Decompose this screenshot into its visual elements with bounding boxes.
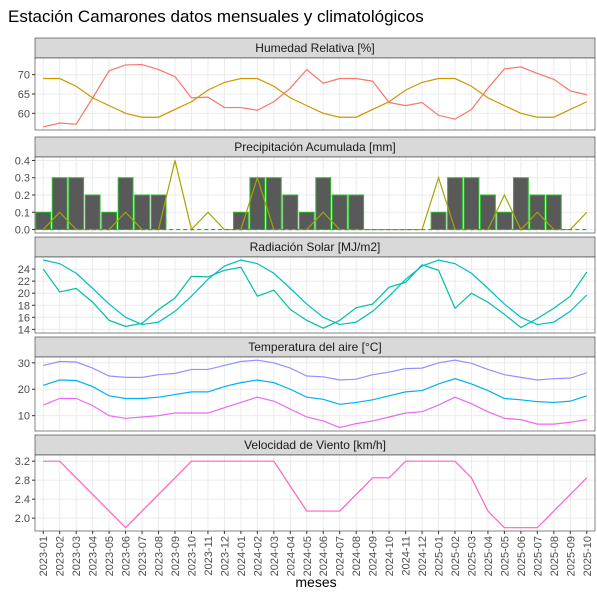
x-tick-label: 2024-09 (368, 536, 380, 576)
x-tick-label: 2025-06 (516, 536, 528, 576)
bar (348, 194, 365, 231)
panel-border (34, 57, 596, 131)
panel-background (35, 357, 595, 431)
x-tick-label: 2023-09 (170, 536, 182, 576)
panel-title: Radiación Solar [MJ/m2] (250, 240, 381, 254)
x-tick-label: 2023-02 (55, 536, 67, 576)
x-tick-label: 2025-08 (549, 536, 561, 576)
x-tick-label: 2023-03 (71, 536, 83, 576)
bar (282, 194, 299, 231)
series-line (43, 396, 587, 429)
y-tick-label: 2.4 (15, 494, 30, 506)
x-tick-label: 2024-03 (269, 536, 281, 576)
bar (249, 177, 266, 231)
x-tick-label: 2025-09 (565, 536, 577, 576)
series-line (43, 460, 588, 529)
x-tick-label: 2025-07 (532, 536, 544, 576)
y-tick-label: 18 (18, 300, 30, 312)
y-tick-label: 2.0 (15, 513, 30, 525)
y-tick-label: 65 (18, 89, 30, 101)
series-line (43, 359, 587, 381)
bar (298, 211, 315, 231)
x-tick-label: 2024-10 (384, 536, 396, 576)
bar (447, 177, 463, 231)
bar (101, 211, 118, 231)
y-tick-label: 24 (18, 264, 30, 276)
x-tick-label: 2025-01 (434, 536, 446, 576)
figure-title: Estación Camarones datos mensuales y cli… (8, 7, 424, 26)
y-tick-label: 0.3 (15, 173, 30, 185)
x-tick-label: 2023-12 (219, 536, 231, 576)
y-tick-label: 20 (18, 288, 30, 300)
y-tick-label: 16 (18, 312, 30, 324)
bar (463, 177, 480, 231)
x-tick-label: 2024-11 (401, 536, 413, 576)
x-tick-label: 2023-06 (121, 536, 133, 576)
y-tick-label: 14 (18, 324, 30, 336)
x-tick-label: 2023-04 (88, 536, 100, 576)
y-tick-label: 0.1 (15, 207, 30, 219)
bar (35, 211, 52, 231)
panel-title: Velocidad de Viento [km/h] (244, 438, 386, 452)
x-tick-label: 2024-07 (335, 536, 347, 576)
x-tick-label: 2025-02 (450, 536, 462, 576)
y-tick-label: 0.0 (15, 225, 30, 237)
bar (117, 177, 134, 231)
panel-border (34, 356, 596, 432)
x-tick-label: 2023-01 (38, 536, 50, 576)
x-tick-label: 2024-12 (417, 536, 429, 576)
x-tick-label: 2024-04 (285, 536, 297, 576)
y-tick-label: 3.2 (15, 456, 30, 468)
panel-border (34, 156, 596, 234)
bar (84, 194, 101, 231)
bar (430, 211, 447, 231)
x-tick-label: 2025-03 (466, 536, 478, 576)
y-tick-label: 22 (18, 276, 30, 288)
series-line (43, 259, 588, 326)
bar (265, 177, 282, 231)
y-tick-label: 60 (18, 108, 30, 120)
x-tick-label: 2024-08 (351, 536, 363, 576)
x-tick-label: 2023-05 (104, 536, 116, 576)
panel-title: Precipitación Acumulada [mm] (234, 140, 395, 154)
x-tick-label: 2025-05 (499, 536, 511, 576)
y-tick-label: 30 (18, 358, 30, 370)
x-tick-label: 2024-06 (318, 536, 330, 576)
panel-background (35, 257, 595, 333)
bar (480, 194, 496, 231)
series-line (43, 378, 587, 405)
x-tick-label: 2023-08 (154, 536, 166, 576)
y-tick-label: 2.8 (15, 475, 30, 487)
bar (512, 177, 529, 231)
bar (68, 177, 85, 231)
panel-title: Temperatura del aire [°C] (248, 340, 382, 354)
x-tick-label: 2023-07 (137, 536, 149, 576)
panel-background (35, 455, 595, 531)
x-axis-title: meses (295, 574, 336, 590)
x-tick-label: 2024-02 (252, 536, 264, 576)
y-tick-label: 10 (18, 411, 30, 423)
x-tick-label: 2025-10 (582, 536, 594, 576)
y-tick-label: 0.2 (15, 190, 30, 202)
x-tick-label: 2025-04 (483, 536, 495, 576)
series-line (43, 77, 588, 118)
panel-title: Humedad Relativa [%] (255, 41, 374, 55)
series-line (43, 63, 587, 128)
bar (315, 177, 332, 231)
bar (496, 211, 513, 231)
series-line (42, 264, 588, 329)
bar (51, 177, 68, 231)
panel-border (34, 256, 596, 334)
series-line (42, 160, 588, 231)
y-tick-label: 0.4 (15, 155, 30, 167)
x-tick-label: 2024-01 (236, 536, 248, 576)
panel-border (34, 454, 596, 532)
bar (150, 194, 167, 231)
x-tick-label: 2023-10 (186, 536, 198, 576)
y-tick-label: 20 (18, 384, 30, 396)
y-tick-label: 70 (18, 70, 30, 82)
x-tick-label: 2024-05 (302, 536, 314, 576)
x-tick-label: 2023-11 (203, 536, 215, 576)
